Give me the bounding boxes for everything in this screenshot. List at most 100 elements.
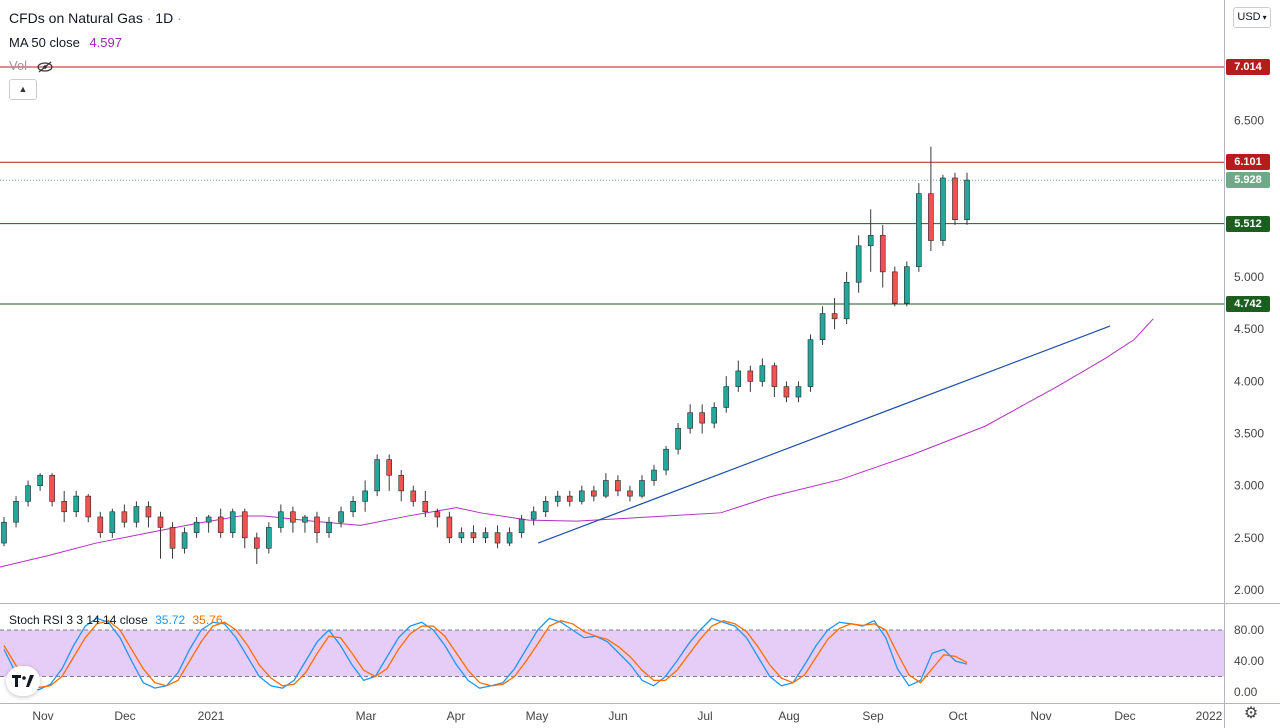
tradingview-logo-icon[interactable] [6, 666, 40, 696]
candle-down [615, 480, 621, 492]
ma50-line [0, 318, 1154, 568]
price-badge-resistance: 6.101 [1226, 154, 1270, 171]
candle-up [855, 245, 862, 283]
candle-up [362, 490, 368, 502]
candle-up [759, 365, 766, 382]
candle-up [723, 386, 730, 408]
candle-up [73, 495, 80, 513]
stoch-label: Stoch RSI 3 3 14 14 close [9, 613, 148, 627]
candle-up [278, 511, 284, 528]
price-tick-label: 5.000 [1234, 270, 1264, 284]
candle-down [928, 193, 934, 241]
currency-selector[interactable]: USD ▾ [1233, 7, 1271, 28]
candle-down [891, 271, 898, 304]
stoch-d-value: 35.76 [192, 613, 223, 627]
time-tick-label: 2022 [1196, 709, 1223, 723]
stoch-overbought-band [0, 630, 1224, 677]
symbol-name[interactable]: CFDs on Natural Gas [9, 10, 143, 26]
candle-up [687, 412, 693, 429]
stoch-legend[interactable]: Stoch RSI 3 3 14 14 close 35.72 35.76 [9, 613, 223, 627]
candle-down [253, 537, 260, 549]
candle-down [747, 370, 754, 382]
price-axis-ticks: 6.500 5.000 4.500 4.000 3.500 3.000 2.500 2.000 [1234, 114, 1264, 597]
candles [1, 146, 970, 564]
time-tick-label: Dec [1114, 709, 1135, 723]
horizontal-levels [0, 66, 1224, 305]
vol-label: Vol [9, 58, 28, 73]
candle-up [518, 518, 525, 533]
time-tick-label: Mar [356, 709, 377, 723]
candle-down [145, 506, 152, 518]
price-tick-label: 2.000 [1234, 583, 1264, 597]
candle-down [952, 177, 958, 221]
candle-down [831, 313, 838, 320]
candle-up [1, 521, 7, 544]
candle-up [603, 480, 609, 497]
candle-up [374, 459, 380, 492]
candle-up [326, 521, 332, 533]
stoch-d-line [3, 619, 968, 689]
candle-up [302, 516, 308, 523]
candle-up [904, 266, 910, 304]
time-tick-label: Nov [32, 709, 53, 723]
time-tick-label: Sep [862, 709, 884, 723]
candle-down [470, 532, 477, 539]
candle-down [446, 516, 453, 539]
ma-legend[interactable]: MA 50 close 4.597 [9, 35, 122, 50]
time-tick-label: Oct [949, 709, 968, 723]
legend-sep: · [142, 10, 156, 26]
candle-up [964, 179, 970, 221]
candle-up [819, 313, 826, 340]
candle-down [157, 516, 164, 528]
trend-line[interactable] [537, 325, 1111, 544]
vol-legend[interactable]: Vol [9, 58, 54, 73]
candle-up [37, 474, 43, 486]
candle-down [85, 495, 92, 518]
eye-hidden-icon[interactable] [36, 61, 54, 73]
collapse-legend-button[interactable]: ▲ [9, 79, 37, 100]
stoch-k-line [3, 617, 968, 691]
interval-label[interactable]: 1D [155, 10, 174, 26]
gear-icon[interactable]: ⚙ [1243, 705, 1259, 722]
candle-up [807, 339, 814, 387]
candle-up [639, 480, 645, 497]
candle-up [458, 532, 465, 539]
time-tick-label: Apr [447, 709, 466, 723]
currency-label: USD [1237, 11, 1261, 23]
candle-down [879, 235, 886, 273]
candle-down [241, 511, 248, 539]
legend-sep: · [173, 10, 182, 26]
candle-up [205, 516, 212, 523]
candle-up [843, 281, 850, 320]
candle-down [783, 386, 790, 398]
candle-up [193, 521, 200, 533]
candle-up [735, 370, 742, 387]
candle-down [97, 516, 104, 533]
candle-up [675, 428, 681, 450]
time-tick-label: Aug [778, 709, 799, 723]
chevron-down-icon: ▾ [1262, 13, 1267, 22]
stoch-tick-label: 80.00 [1234, 623, 1264, 637]
candle-up [663, 448, 669, 471]
price-tick-label: 3.000 [1234, 479, 1264, 493]
candle-up [554, 495, 561, 502]
stoch-tick-label: 0.00 [1234, 685, 1258, 699]
ma-value: 4.597 [89, 35, 122, 50]
candle-up [711, 407, 718, 424]
candle-down [290, 511, 296, 523]
time-tick-label: Jun [608, 709, 627, 723]
stoch-axis-ticks: 80.00 40.00 0.00 [1234, 623, 1264, 699]
candle-down [627, 490, 633, 497]
candle-down [566, 495, 573, 502]
candle-up [181, 532, 188, 549]
price-tick-label: 4.000 [1234, 374, 1264, 388]
time-tick-label: Jul [697, 709, 712, 723]
candle-up [338, 511, 344, 523]
candle-up [109, 511, 116, 533]
candle-down [699, 412, 705, 424]
time-tick-label: May [526, 709, 549, 723]
candle-down [771, 365, 778, 387]
candle-down [422, 501, 429, 513]
candle-up [651, 469, 657, 481]
